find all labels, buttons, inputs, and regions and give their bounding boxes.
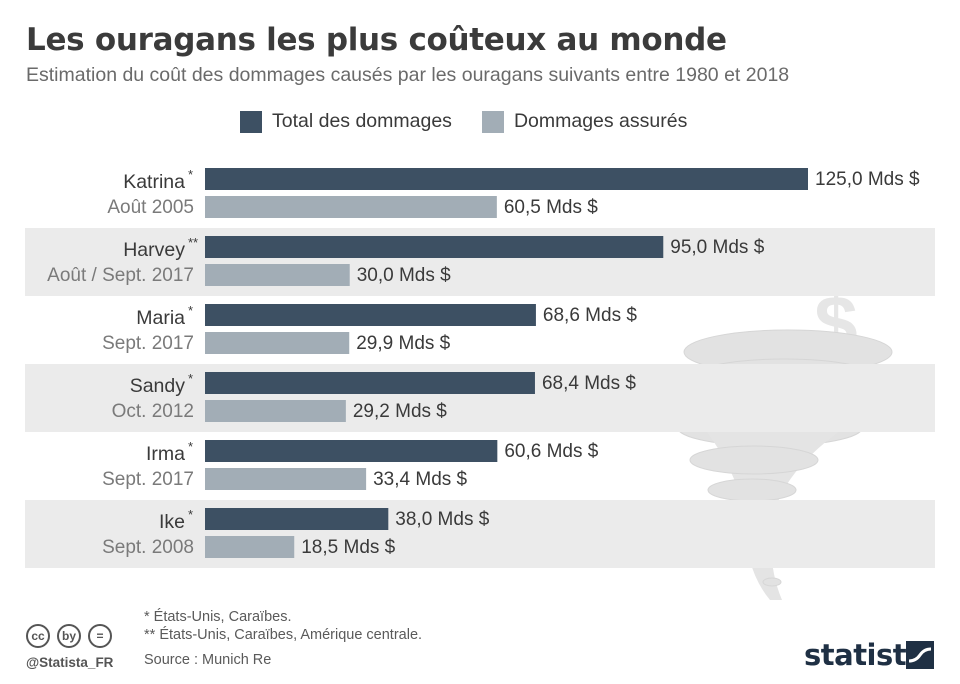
value-label-insured-sandy: 29,2 Mds $: [353, 401, 447, 422]
category-label-ike: Ike: [159, 511, 185, 533]
category-date-katrina: Août 2005: [107, 197, 194, 218]
legend-item-insured: Dommages assurés: [481, 110, 688, 133]
value-label-insured-maria: 29,9 Mds $: [356, 333, 450, 354]
legend-label-total: Total des dommages: [272, 110, 452, 132]
category-date-sandy: Oct. 2012: [112, 401, 194, 422]
category-marker: *: [188, 303, 193, 318]
bar-total-harvey: [205, 236, 664, 258]
cc-icon: cc: [26, 624, 50, 648]
legend: Total des dommages Dommages assurés: [240, 110, 717, 133]
bar-chart: $ 125,0 Mds $60,5 Mds $Katrina *Août 2005…: [25, 167, 935, 600]
category-label-katrina: Katrina: [123, 171, 185, 193]
category-marker: *: [188, 439, 193, 454]
category-label-maria: Maria: [136, 307, 185, 329]
value-label-total-katrina: 125,0 Mds $: [815, 169, 920, 190]
category-date-irma: Sept. 2017: [102, 469, 194, 490]
bar-total-irma: [205, 440, 498, 462]
bar-total-sandy: [205, 372, 535, 394]
bar-total-katrina: [205, 168, 808, 190]
category-marker: *: [188, 371, 193, 386]
value-label-insured-ike: 18,5 Mds $: [301, 537, 395, 558]
value-label-total-ike: 38,0 Mds $: [395, 509, 489, 530]
statista-logo-icon: [906, 641, 934, 669]
footnote-single-star: * États-Unis, Caraïbes.: [144, 609, 292, 625]
value-label-total-harvey: 95,0 Mds $: [670, 237, 764, 258]
license-icons: cc by =: [26, 624, 119, 648]
social-handle: @Statista_FR: [26, 655, 114, 670]
row-background: [25, 500, 935, 568]
value-label-insured-harvey: 30,0 Mds $: [357, 265, 451, 286]
category-marker: *: [188, 507, 193, 522]
category-label-harvey: Harvey: [123, 239, 185, 261]
source-note: Source : Munich Re: [144, 652, 272, 668]
legend-label-insured: Dommages assurés: [513, 110, 688, 132]
attribution-icon: by: [57, 624, 81, 648]
value-label-insured-katrina: 60,5 Mds $: [504, 197, 598, 218]
bar-total-ike: [205, 508, 389, 530]
bars: [205, 168, 808, 558]
footnote-double-star: ** États-Unis, Caraïbes, Amérique centra…: [144, 627, 423, 643]
bar-insured-irma: [205, 468, 367, 490]
category-label-irma: Irma: [146, 443, 185, 465]
category-label-sandy: Sandy: [130, 375, 186, 397]
legend-swatch-insured: [481, 110, 504, 133]
bar-insured-harvey: [205, 264, 350, 286]
bar-insured-sandy: [205, 400, 346, 422]
category-marker: **: [188, 235, 198, 250]
category-marker: *: [188, 167, 193, 182]
chart-subtitle: Estimation du coût des dommages causés p…: [26, 64, 790, 86]
category-date-harvey: Août / Sept. 2017: [47, 265, 194, 286]
statista-logo: statista: [804, 638, 926, 672]
value-label-total-maria: 68,6 Mds $: [543, 305, 637, 326]
no-derivatives-icon: =: [88, 624, 112, 648]
category-date-maria: Sept. 2017: [102, 333, 194, 354]
chart-title: Les ouragans les plus coûteux au monde: [26, 22, 727, 58]
bar-insured-ike: [205, 536, 295, 558]
value-label-total-irma: 60,6 Mds $: [504, 441, 598, 462]
legend-swatch-total: [240, 110, 262, 133]
bar-total-maria: [205, 304, 536, 326]
bar-insured-katrina: [205, 196, 497, 218]
value-label-total-sandy: 68,4 Mds $: [542, 373, 636, 394]
labels: 125,0 Mds $60,5 Mds $Katrina *Août 200595…: [47, 167, 920, 558]
bar-insured-maria: [205, 332, 350, 354]
legend-item-total: Total des dommages: [240, 110, 452, 133]
category-date-ike: Sept. 2008: [102, 537, 194, 558]
value-label-insured-irma: 33,4 Mds $: [373, 469, 467, 490]
